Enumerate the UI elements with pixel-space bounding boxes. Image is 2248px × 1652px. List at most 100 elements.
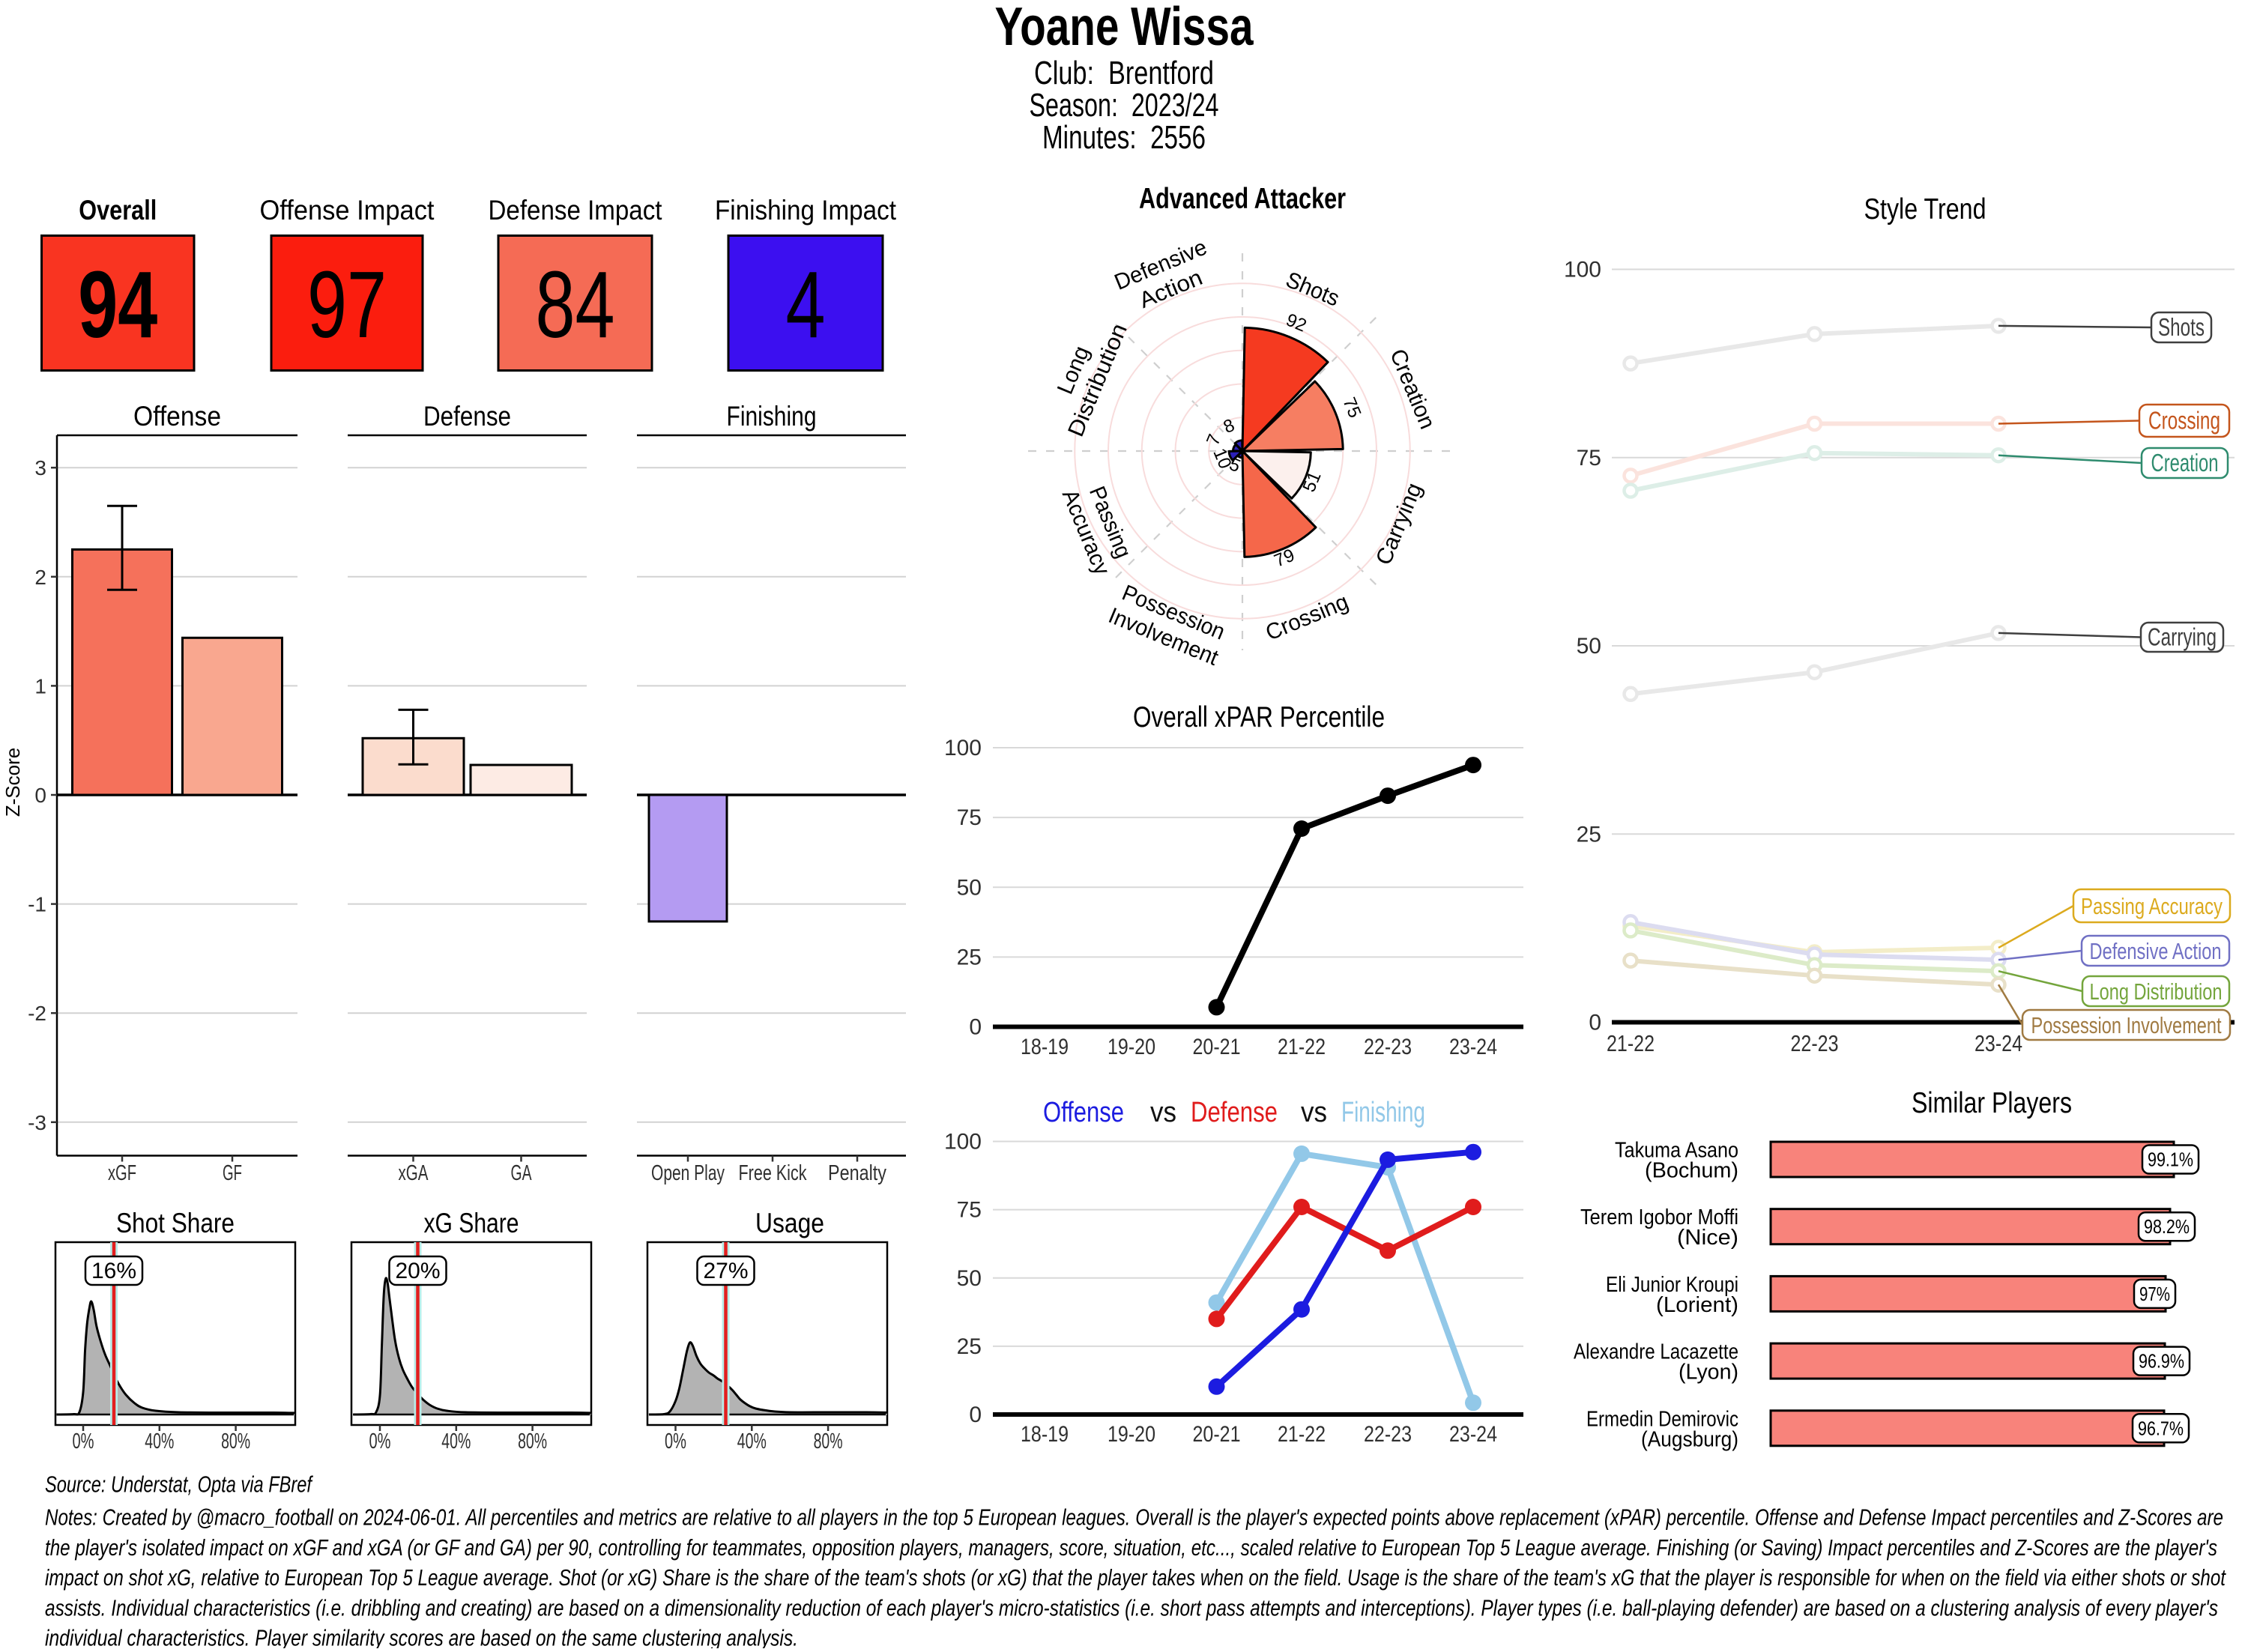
svg-text:Long Distribution: Long Distribution: [2090, 978, 2223, 1005]
svg-text:0: 0: [1589, 1011, 1601, 1035]
svg-text:80%: 80%: [814, 1429, 843, 1453]
svg-text:vs: vs: [1150, 1097, 1176, 1128]
svg-text:Open Play: Open Play: [651, 1161, 725, 1185]
svg-text:40%: 40%: [145, 1429, 174, 1453]
svg-text:80%: 80%: [221, 1429, 250, 1453]
svg-text:GA: GA: [511, 1161, 532, 1185]
svg-text:50: 50: [957, 875, 982, 900]
svg-text:0: 0: [34, 784, 46, 807]
svg-text:the player's isolated impact o: the player's isolated impact on xGF and …: [45, 1534, 2217, 1561]
svg-text:Takuma Asano: Takuma Asano: [1615, 1139, 1738, 1163]
svg-text:27%: 27%: [703, 1259, 748, 1283]
svg-text:Club: Brentford: Club: Brentford: [1034, 55, 1214, 91]
svg-text:Carrying: Carrying: [2148, 623, 2217, 651]
svg-text:23-24: 23-24: [1449, 1422, 1497, 1447]
svg-text:0%: 0%: [369, 1429, 391, 1453]
svg-text:Finishing Impact: Finishing Impact: [715, 195, 897, 226]
svg-text:75: 75: [1577, 446, 1601, 471]
svg-text:Season: 2023/24: Season: 2023/24: [1030, 87, 1219, 124]
svg-text:Alexandre Lacazette: Alexandre Lacazette: [1574, 1340, 1738, 1364]
svg-text:Overall: Overall: [79, 195, 157, 226]
svg-text:Offense: Offense: [1043, 1097, 1124, 1128]
svg-text:-2: -2: [28, 1002, 46, 1025]
svg-text:Z-Score: Z-Score: [1, 748, 24, 817]
svg-text:(Lyon): (Lyon): [1679, 1361, 1738, 1385]
svg-text:40%: 40%: [737, 1429, 767, 1453]
svg-text:Usage: Usage: [755, 1208, 824, 1238]
svg-text:Source: Understat, Opta via FB: Source: Understat, Opta via FBref: [45, 1471, 314, 1498]
svg-text:19-20: 19-20: [1108, 1422, 1155, 1447]
svg-text:Advanced Attacker: Advanced Attacker: [1139, 183, 1346, 215]
svg-text:100: 100: [944, 1130, 982, 1155]
svg-text:94: 94: [78, 252, 157, 357]
svg-text:Offense Impact: Offense Impact: [260, 195, 435, 226]
svg-text:0%: 0%: [665, 1429, 686, 1453]
svg-text:Notes: Created by @macro_footb: Notes: Created by @macro_football on 202…: [45, 1504, 2223, 1531]
svg-text:19-20: 19-20: [1108, 1035, 1155, 1059]
svg-text:Shot Share: Shot Share: [116, 1208, 235, 1238]
svg-text:50: 50: [957, 1266, 982, 1291]
svg-text:Eli Junior Kroupi: Eli Junior Kroupi: [1606, 1273, 1738, 1297]
svg-text:Finishing: Finishing: [727, 401, 817, 432]
svg-text:21-22: 21-22: [1278, 1035, 1326, 1059]
svg-text:xG Share: xG Share: [424, 1208, 519, 1238]
svg-text:Terem Igobor Moffi: Terem Igobor Moffi: [1580, 1205, 1738, 1229]
svg-text:Free Kick: Free Kick: [739, 1161, 807, 1185]
svg-text:Minutes: 2556: Minutes: 2556: [1042, 119, 1206, 156]
svg-text:Offense: Offense: [133, 401, 221, 432]
svg-text:(Augsburg): (Augsburg): [1641, 1427, 1738, 1451]
svg-text:2: 2: [34, 566, 46, 589]
svg-text:Yoane Wissa: Yoane Wissa: [995, 0, 1254, 57]
svg-text:Creation: Creation: [2151, 449, 2219, 476]
svg-text:97%: 97%: [2139, 1283, 2170, 1305]
svg-text:Defensive Action: Defensive Action: [2090, 938, 2222, 964]
svg-text:22-23: 22-23: [1791, 1030, 1839, 1056]
svg-text:Ermedin Demirovic: Ermedin Demirovic: [1586, 1407, 1738, 1431]
svg-text:99.1%: 99.1%: [2148, 1149, 2193, 1171]
svg-text:0: 0: [969, 1015, 982, 1040]
svg-text:100: 100: [944, 736, 982, 760]
svg-text:(Bochum): (Bochum): [1645, 1159, 1738, 1183]
svg-text:80%: 80%: [518, 1429, 547, 1453]
svg-text:Similar Players: Similar Players: [1912, 1087, 2072, 1119]
svg-text:4: 4: [786, 252, 826, 357]
svg-text:20-21: 20-21: [1193, 1422, 1241, 1447]
svg-text:20-21: 20-21: [1193, 1035, 1241, 1059]
svg-text:vs: vs: [1301, 1097, 1327, 1128]
svg-text:xGF: xGF: [108, 1161, 136, 1185]
svg-text:(Lorient): (Lorient): [1656, 1293, 1738, 1317]
svg-text:21-22: 21-22: [1607, 1030, 1655, 1056]
svg-text:Defense: Defense: [423, 401, 511, 432]
svg-text:Crossing: Crossing: [2148, 407, 2220, 435]
svg-text:50: 50: [1577, 634, 1601, 659]
svg-text:xGA: xGA: [399, 1161, 429, 1185]
svg-text:25: 25: [1577, 822, 1601, 847]
svg-text:96.9%: 96.9%: [2139, 1350, 2184, 1373]
svg-text:40%: 40%: [441, 1429, 471, 1453]
svg-text:Style Trend: Style Trend: [1864, 193, 1986, 226]
svg-text:0: 0: [969, 1403, 982, 1427]
svg-text:96.7%: 96.7%: [2138, 1417, 2184, 1439]
svg-text:21-22: 21-22: [1278, 1422, 1326, 1447]
svg-text:97: 97: [307, 252, 387, 357]
svg-text:Defense Impact: Defense Impact: [489, 195, 663, 226]
svg-text:20%: 20%: [395, 1259, 440, 1283]
svg-text:22-23: 22-23: [1364, 1422, 1412, 1447]
svg-text:1: 1: [34, 674, 46, 698]
svg-text:25: 25: [957, 1334, 982, 1359]
svg-text:18-19: 18-19: [1021, 1422, 1069, 1447]
svg-text:25: 25: [957, 945, 982, 969]
svg-text:0%: 0%: [73, 1429, 94, 1453]
svg-text:Finishing: Finishing: [1341, 1097, 1425, 1128]
svg-text:Passing Accuracy: Passing Accuracy: [2081, 893, 2223, 919]
svg-text:impact on shot xG, relative to: impact on shot xG, relative to European …: [45, 1564, 2226, 1591]
svg-text:Penalty: Penalty: [828, 1161, 886, 1185]
svg-text:assists. Individual characteri: assists. Individual characteristics (i.e…: [45, 1594, 2218, 1621]
svg-text:Defense: Defense: [1191, 1097, 1278, 1128]
svg-text:23-24: 23-24: [1974, 1030, 2022, 1056]
svg-text:100: 100: [1564, 258, 1601, 282]
svg-text:individual characteristics. Pl: individual characteristics. Player simil…: [45, 1625, 798, 1648]
svg-text:16%: 16%: [91, 1259, 136, 1283]
svg-text:98.2%: 98.2%: [2144, 1215, 2190, 1238]
svg-text:Possession Involvement: Possession Involvement: [2031, 1012, 2222, 1038]
